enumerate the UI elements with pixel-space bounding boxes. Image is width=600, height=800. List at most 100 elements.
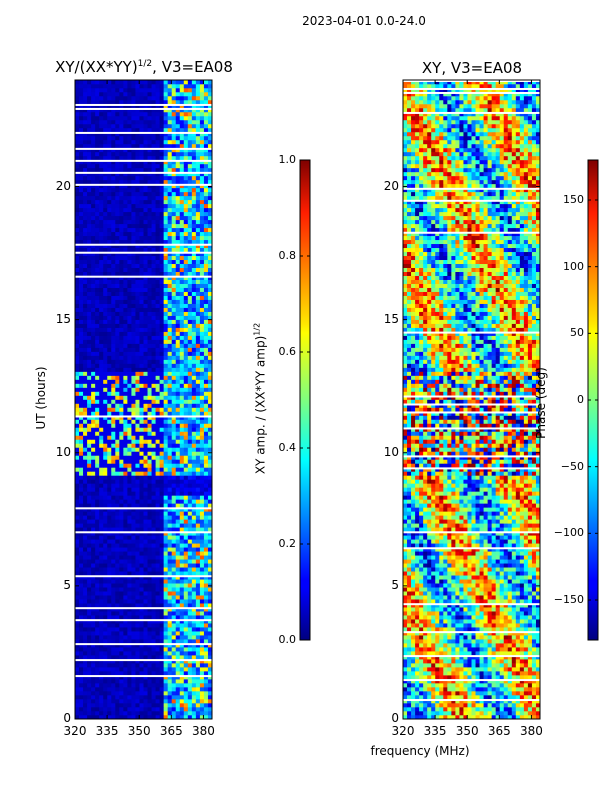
heatmap-cell [139, 131, 144, 137]
heatmap-cell [127, 271, 132, 276]
heatmap-cell [199, 579, 205, 584]
heatmap-cell [95, 531, 100, 536]
heatmap-cell [199, 451, 205, 456]
heatmap-cell [207, 335, 213, 340]
heatmap-cell [75, 163, 80, 169]
heatmap-cell [87, 263, 92, 268]
heatmap-cell [163, 267, 168, 272]
heatmap-cell [203, 359, 209, 364]
heatmap-cell [151, 355, 156, 360]
heatmap-cell [171, 327, 177, 332]
heatmap-cell [123, 375, 128, 380]
heatmap-cell [103, 219, 108, 225]
heatmap-cell [163, 243, 168, 249]
heatmap-cell [135, 195, 140, 201]
heatmap-cell [175, 239, 181, 245]
heatmap-cell [195, 495, 201, 500]
heatmap-cell [183, 399, 189, 404]
heatmap-cell [91, 575, 96, 580]
heatmap-cell [207, 303, 213, 308]
heatmap-cell [207, 619, 213, 624]
heatmap-cell [131, 711, 136, 716]
heatmap-cell [139, 159, 144, 165]
heatmap-cell [123, 291, 128, 296]
heatmap-cell [191, 211, 197, 217]
heatmap-cell [155, 475, 160, 480]
heatmap-cell [183, 519, 189, 524]
heatmap-cell [135, 515, 140, 520]
heatmap-cell [167, 219, 173, 225]
heatmap-cell [79, 507, 84, 512]
heatmap-cell [127, 227, 132, 233]
heatmap-cell [195, 487, 201, 492]
heatmap-cell [175, 211, 181, 217]
heatmap-cell [155, 603, 160, 608]
heatmap-cell [139, 311, 144, 316]
heatmap-cell [91, 695, 96, 700]
heatmap-cell [167, 359, 173, 364]
heatmap-cell [79, 591, 84, 596]
heatmap-cell [179, 531, 185, 536]
heatmap-cell [147, 463, 152, 468]
heatmap-cell [103, 543, 108, 548]
heatmap-cell [163, 547, 168, 552]
heatmap-cell [103, 471, 108, 476]
heatmap-cell [79, 703, 84, 708]
heatmap-cell [99, 579, 104, 584]
heatmap-cell [183, 163, 189, 169]
heatmap-cell [199, 543, 205, 548]
heatmap-cell [179, 139, 185, 145]
heatmap-cell [163, 679, 168, 684]
heatmap-cell [75, 395, 80, 400]
heatmap-cell [203, 459, 209, 464]
heatmap-cell [107, 331, 112, 336]
heatmap-cell [183, 595, 189, 600]
heatmap-cell [131, 247, 136, 253]
heatmap-cell [103, 139, 108, 145]
heatmap-cell [147, 467, 152, 472]
heatmap-cell [163, 371, 168, 376]
heatmap-cell [159, 219, 164, 225]
heatmap-cell [123, 679, 128, 684]
heatmap-cell [155, 555, 160, 560]
heatmap-cell [75, 691, 80, 696]
heatmap-cell [191, 263, 197, 268]
heatmap-cell [131, 511, 136, 516]
heatmap-cell [135, 567, 140, 572]
heatmap-cell [175, 171, 181, 177]
heatmap-cell [87, 671, 92, 676]
heatmap-cell [179, 351, 185, 356]
heatmap-cell [127, 543, 132, 548]
heatmap-cell [167, 567, 173, 572]
heatmap-cell [143, 499, 148, 504]
heatmap-cell [79, 599, 84, 604]
heatmap-cell [191, 383, 197, 388]
heatmap-cell [135, 419, 140, 424]
heatmap-cell [143, 403, 148, 408]
heatmap-cell [75, 299, 80, 304]
heatmap-cell [207, 679, 213, 684]
heatmap-cell [191, 467, 197, 472]
heatmap-cell [127, 667, 132, 672]
heatmap-cell [151, 359, 156, 364]
heatmap-cell [147, 519, 152, 524]
heatmap-cell [175, 435, 181, 440]
heatmap-cell [95, 619, 100, 624]
heatmap-cell [119, 299, 124, 304]
heatmap-cell [159, 679, 164, 684]
heatmap-cell [139, 255, 144, 261]
heatmap-cell [135, 675, 140, 680]
heatmap-cell [159, 155, 164, 161]
heatmap-cell [195, 283, 201, 288]
heatmap-cell [103, 619, 108, 624]
heatmap-cell [91, 599, 96, 604]
heatmap-cell [179, 439, 185, 444]
heatmap-cell [167, 367, 173, 372]
heatmap-cell [127, 143, 132, 149]
heatmap-cell [147, 327, 152, 332]
heatmap-cell [123, 603, 128, 608]
heatmap-cell [151, 351, 156, 356]
heatmap-cell [95, 215, 100, 221]
heatmap-cell [79, 307, 84, 312]
heatmap-cell [155, 191, 160, 197]
